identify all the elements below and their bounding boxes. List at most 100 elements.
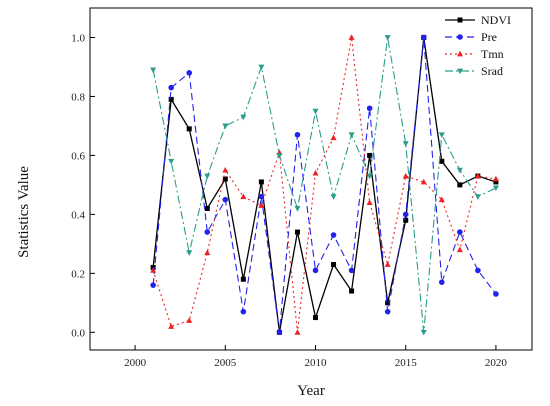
- data-point-srad: [456, 167, 463, 174]
- series-line-tmn: [152, 37, 497, 333]
- data-point-tmn: [204, 249, 211, 256]
- data-point-ndvi: [439, 158, 445, 164]
- data-point-ndvi: [349, 288, 355, 294]
- data-point-pre: [475, 267, 481, 274]
- x-axis-ticks: 2000 2005 2010 2015 2020: [124, 345, 507, 369]
- legend-item-pre: Pre: [445, 30, 497, 44]
- x-tick-label: 2015: [395, 357, 418, 369]
- x-tick-label: 2010: [305, 357, 328, 369]
- legend-label-tmn: Tmn: [481, 47, 504, 61]
- data-point-pre: [222, 196, 229, 203]
- data-point-pre: [348, 267, 355, 274]
- legend-marker-srad: [457, 68, 463, 75]
- data-point-tmn: [240, 193, 247, 200]
- data-point-ndvi: [240, 276, 246, 282]
- legend-marker-pre: [457, 34, 463, 40]
- data-point-tmn: [456, 246, 463, 253]
- data-point-ndvi: [457, 182, 463, 188]
- legend-item-srad: Srad: [445, 64, 503, 78]
- series-ndvi: [150, 34, 499, 335]
- data-point-tmn: [186, 317, 193, 323]
- data-point-pre: [438, 279, 445, 285]
- data-point-srad: [204, 173, 211, 180]
- legend-marker-ndvi: [457, 17, 463, 23]
- data-point-srad: [420, 329, 427, 336]
- x-tick-label: 2020: [485, 357, 508, 369]
- data-point-srad: [438, 132, 445, 138]
- data-point-tmn: [258, 202, 265, 208]
- data-point-tmn: [168, 323, 175, 329]
- data-point-srad: [330, 194, 337, 200]
- legend-label-srad: Srad: [481, 64, 503, 78]
- data-point-tmn: [312, 169, 319, 176]
- y-tick-label: 0.8: [71, 91, 85, 103]
- data-point-pre: [330, 232, 337, 238]
- data-point-tmn: [348, 34, 355, 40]
- plot-area: 2000 2005 2010 2015 2020 0.0 0.2 0.4 0.6 0.8 1.0: [71, 7, 533, 369]
- data-point-pre: [186, 70, 193, 76]
- data-point-srad: [366, 173, 373, 180]
- series-srad: [150, 35, 499, 336]
- data-point-pre: [294, 131, 301, 138]
- series-line-pre: [152, 37, 497, 333]
- data-point-srad: [348, 132, 355, 138]
- data-point-tmn: [402, 172, 409, 179]
- data-point-srad: [186, 250, 193, 256]
- y-tick-label: 0.4: [71, 209, 85, 221]
- data-point-pre: [384, 308, 391, 315]
- data-point-srad: [474, 194, 481, 200]
- data-point-tmn: [294, 329, 301, 335]
- data-point-pre: [312, 267, 319, 274]
- legend: NDVI Pre Tmn Srad: [445, 13, 511, 78]
- data-point-srad: [384, 35, 391, 41]
- data-point-ndvi: [403, 217, 409, 223]
- plot-frame: [89, 7, 533, 351]
- data-point-srad: [492, 185, 499, 192]
- data-point-ndvi: [168, 96, 174, 102]
- data-point-tmn: [222, 166, 229, 173]
- data-point-ndvi: [204, 205, 210, 211]
- data-point-ndvi: [294, 229, 300, 235]
- legend-item-ndvi: NDVI: [445, 13, 511, 27]
- data-point-ndvi: [493, 179, 499, 185]
- data-point-pre: [240, 308, 247, 315]
- data-point-tmn: [150, 267, 157, 273]
- data-point-pre: [204, 229, 211, 235]
- data-point-pre: [150, 282, 156, 288]
- y-tick-label: 0.0: [71, 327, 85, 339]
- data-point-pre: [276, 329, 283, 336]
- data-point-ndvi: [367, 152, 373, 158]
- y-tick-label: 0.2: [71, 268, 85, 280]
- data-point-tmn: [366, 199, 373, 205]
- y-tick-label: 0.6: [71, 150, 85, 162]
- data-point-pre: [420, 34, 427, 41]
- y-axis-ticks: 0.0 0.2 0.4 0.6 0.8 1.0: [71, 32, 95, 339]
- data-point-tmn: [438, 196, 445, 203]
- data-point-srad: [258, 64, 265, 71]
- y-tick-label: 1.0: [71, 32, 85, 44]
- data-point-srad: [276, 153, 283, 159]
- series-tmn: [150, 34, 499, 335]
- y-axis-title: Statistics Value: [16, 166, 32, 258]
- data-point-ndvi: [222, 176, 228, 182]
- x-tick-label: 2005: [214, 357, 237, 369]
- legend-label-ndvi: NDVI: [481, 13, 511, 27]
- data-point-tmn: [330, 134, 337, 141]
- data-point-srad: [402, 141, 409, 147]
- data-point-pre: [457, 229, 463, 235]
- legend-label-pre: Pre: [481, 30, 497, 44]
- data-point-srad: [294, 206, 301, 212]
- data-point-tmn: [384, 261, 391, 267]
- data-point-tmn: [474, 172, 481, 179]
- data-point-ndvi: [313, 315, 319, 321]
- data-point-ndvi: [186, 126, 192, 132]
- series-line-ndvi: [152, 37, 497, 333]
- legend-marker-tmn: [457, 50, 463, 57]
- x-axis-title: Year: [297, 383, 325, 399]
- data-point-srad: [312, 108, 319, 115]
- data-point-srad: [222, 123, 229, 130]
- series-layer: [150, 34, 499, 336]
- data-point-ndvi: [331, 262, 337, 267]
- data-point-pre: [258, 193, 265, 200]
- data-point-pre: [402, 211, 409, 218]
